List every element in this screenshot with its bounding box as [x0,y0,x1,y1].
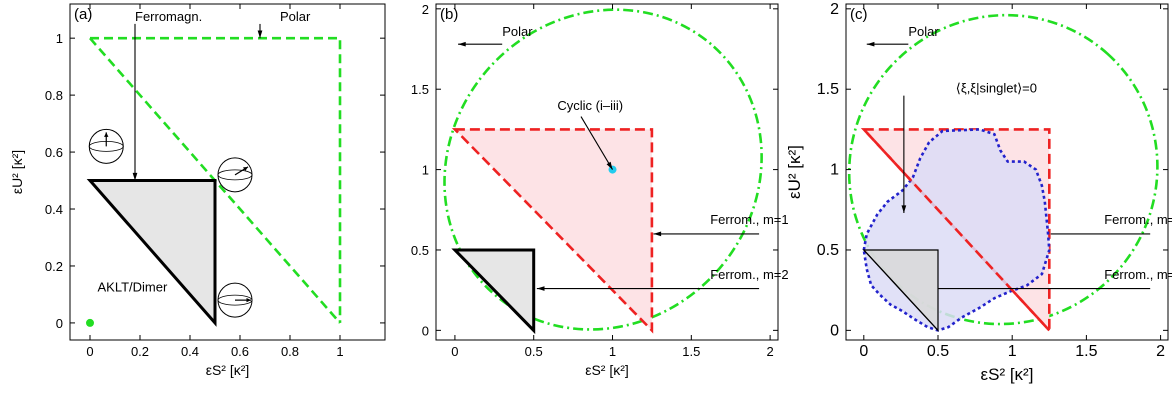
y-tick-label: 1.5 [411,82,429,97]
annotation-arrowhead [866,41,875,47]
x-axis-label: εS² [κ²] [585,362,629,378]
plot-frame [435,3,779,341]
annotation-label: Ferromagn. [135,9,202,24]
y-axis-label: εU² [κ²] [9,150,25,194]
x-tick-label: 1 [609,344,616,359]
y-tick-label: 1 [422,163,429,178]
annotation-label: ⟨ξ,ξ|singlet⟩=0 [956,80,1037,95]
annotation-label: AKLT/Dimer [98,280,168,295]
annotation-label: Polar [502,24,533,39]
panel-b: Polar Cyclic (i–iii) Ferrom., m=1 Ferrom., … [411,2,789,378]
annotation-label: Ferrom., m=2 [710,267,788,282]
annotation-pointer [580,116,613,170]
y-tick-label: 0.6 [45,145,63,160]
y-tick-label: 0.4 [45,202,63,217]
x-tick-label: 0.8 [281,344,299,359]
x-axis-label: εS² [κ²] [981,365,1034,384]
sphere-equator-icon [217,169,253,181]
x-tick-label: 0 [451,344,458,359]
annotation-label: Ferrom., m=1 [1104,212,1172,227]
x-tick-label: 0 [86,344,93,359]
plot-frame [845,3,1169,341]
spin-arrowhead-icon [243,166,248,172]
annotation-label: Ferrom., m=2 [1104,267,1172,282]
y-tick-label: 2 [422,2,429,17]
plot-frame [69,3,386,341]
y-axis-label: εU² [κ²] [785,145,804,199]
x-tick-label: 1 [1008,343,1017,360]
plot-area [443,8,763,335]
x-tick-label: 0 [859,343,868,360]
panel-c: Polar ⟨ξ,ξ|singlet⟩=0 Ferrom., m=1 Ferrom.,… [785,1,1172,384]
annotation-arrowhead [458,41,466,47]
x-tick-label: 0.4 [181,344,199,359]
polar-boundary-line [90,36,342,323]
annotation-label: Polar [908,24,939,39]
panel-label: (a) [74,6,92,23]
y-tick-label: 0.5 [817,242,839,259]
ferromagnetic-region [86,179,217,327]
annotation-label: Polar [280,9,311,24]
y-tick-label: 2 [830,1,839,18]
y-tick-label: 1 [830,162,839,179]
cyclic-diagonal-line [862,128,1051,332]
annotation-arrowhead [132,172,138,181]
annotation-arrowhead [536,286,545,291]
annotation-label: Ferrom., m=1 [710,212,788,227]
y-tick-label: 0 [830,322,839,339]
ferromagnetic-region [451,248,536,335]
y-tick-label: 0.8 [45,88,63,103]
x-tick-label: 1.5 [1075,343,1097,360]
annotation-arrowhead [257,30,263,39]
x-tick-label: 0.2 [131,344,149,359]
sphere-equator-icon [217,294,253,306]
y-tick-label: 0 [422,323,429,338]
y-tick-label: 1.5 [817,81,839,98]
x-tick-label: 0.5 [525,344,543,359]
panel-label: (b) [440,6,458,23]
y-tick-label: 1 [56,31,63,46]
cyclic-region [451,128,654,334]
y-tick-label: 0 [56,316,63,331]
x-tick-label: 0.5 [927,343,949,360]
y-tick-label: 0.5 [411,243,429,258]
spin-arrowhead-icon [104,132,109,137]
spin-arrowhead-icon [246,297,251,303]
annotation-arrowhead [606,161,613,170]
y-tick-label: 0.2 [45,259,63,274]
ferromagnetic-diagonal [863,249,939,331]
x-axis-label: εS² [κ²] [206,362,250,378]
panel-a: Ferromagn. Polar AKLT/Dimer 0 0.2 0.4 0.6 0.8 1 0… [9,3,386,378]
aklt-dimer-point-marker [86,318,94,327]
plot-area [86,36,342,327]
x-tick-label: 1 [336,344,343,359]
plot-area [847,13,1159,334]
x-tick-label: 1.5 [682,344,700,359]
panel-label: (c) [850,6,868,23]
annotation-arrowhead [901,205,907,213]
x-tick-label: 2 [1156,343,1165,360]
annotation-label: Cyclic (i–iii) [557,98,623,113]
annotation-arrowhead [653,231,662,237]
x-tick-label: 2 [767,344,774,359]
x-tick-label: 0.6 [231,344,249,359]
